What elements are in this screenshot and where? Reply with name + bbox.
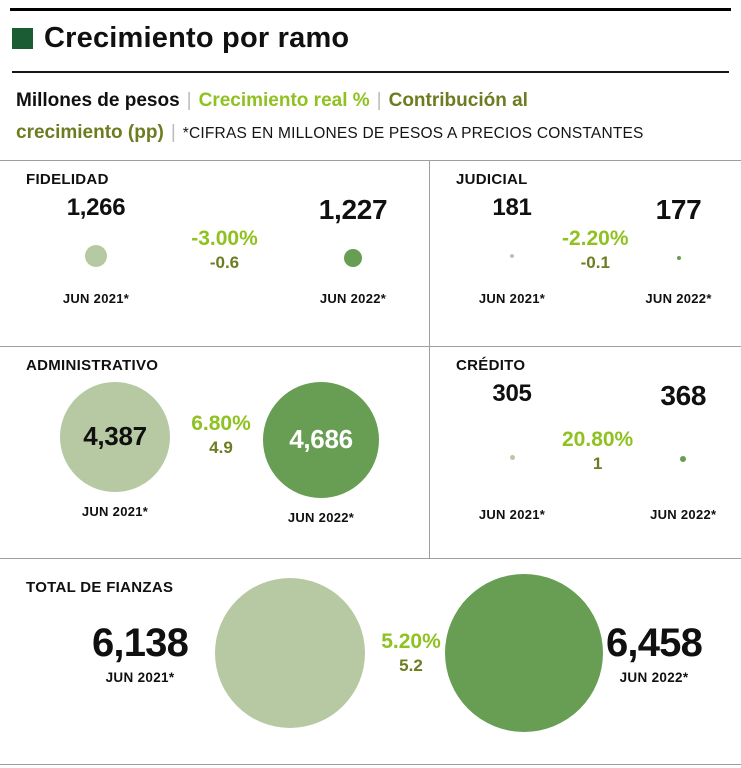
legend-line-2: crecimiento (pp) | *CIFRAS EN MILLONES DE … bbox=[16, 117, 727, 149]
administrativo-2021-group: 4,387 JUN 2021* bbox=[60, 381, 170, 519]
panel-judicial-body: 181 JUN 2021* -2.20% -0.1 177 JUN 2022* bbox=[456, 194, 719, 306]
administrativo-growth-percent: 6.80% bbox=[191, 411, 251, 435]
credito-2022-group: 368 JUN 2022* bbox=[633, 380, 733, 522]
total-contribution-pp: 5.2 bbox=[399, 655, 423, 675]
total-growth-group: 5.20% 5.2 bbox=[371, 630, 451, 676]
credito-growth-percent: 20.80% bbox=[562, 427, 634, 451]
page-title: Crecimiento por ramo bbox=[44, 22, 350, 54]
credito-value-2021: 305 bbox=[492, 379, 532, 407]
credito-bubble-2022 bbox=[680, 456, 687, 463]
panel-administrativo: ADMINISTRATIVO 4,387 JUN 2021* 6.80% 4.9… bbox=[0, 346, 430, 558]
legend-millones: Millones de pesos bbox=[16, 90, 180, 111]
fidelidad-value-2021: 1,266 bbox=[66, 193, 126, 221]
legend-line-1: Millones de pesos | Crecimiento real % | Con… bbox=[16, 85, 727, 117]
administrativo-2022-group: 4,686 JUN 2022* bbox=[263, 381, 379, 525]
fidelidad-contribution-pp: -0.6 bbox=[209, 252, 240, 272]
fidelidad-growth-group: -3.00% -0.6 bbox=[191, 194, 258, 306]
administrativo-growth-group: 6.80% 4.9 bbox=[181, 412, 261, 458]
total-growth-percent: 5.20% bbox=[381, 629, 441, 653]
administrativo-value-2021: 4,387 bbox=[83, 421, 147, 452]
credito-growth-group: 20.80% 1 bbox=[562, 380, 633, 522]
footer: FUENTE CNSF: CIFRAS AL CIERRE DE JUNIO D… bbox=[0, 765, 741, 768]
judicial-growth-group: -2.20% -0.1 bbox=[562, 194, 629, 306]
judicial-value-2022: 177 bbox=[655, 193, 702, 225]
total-2021-group: 6,138 JUN 2021* bbox=[65, 621, 215, 685]
panel-credito-title: CRÉDITO bbox=[456, 356, 526, 374]
panel-total-de-fianzas: TOTAL DE FIANZAS 6,138 JUN 2021* 5.20% 5… bbox=[0, 559, 741, 765]
judicial-bubble-2022 bbox=[676, 256, 681, 261]
total-value-2021: 6,138 bbox=[91, 620, 189, 665]
administrativo-label-2021: JUN 2021* bbox=[81, 503, 149, 519]
panel-total-body: 6,138 JUN 2021* 5.20% 5.2 6,458 JUN 2022… bbox=[20, 567, 721, 739]
header: Crecimiento por ramo bbox=[0, 0, 741, 63]
judicial-label-2022: JUN 2022* bbox=[645, 290, 712, 306]
row-1: FIDELIDAD 1,266 JUN 2021* -3.00% -0.6 1,… bbox=[0, 160, 741, 347]
judicial-2021-group: 181 JUN 2021* bbox=[462, 194, 562, 306]
legend-separator: | bbox=[170, 122, 176, 144]
credito-2021-group: 305 JUN 2021* bbox=[462, 380, 562, 522]
legend-separator: | bbox=[186, 90, 192, 111]
panel-credito-body: 305 JUN 2021* 20.80% 1 368 JUN 2022* bbox=[456, 380, 719, 522]
panel-fidelidad-body: 1,266 JUN 2021* -3.00% -0.6 1,227 JUN 20… bbox=[26, 194, 407, 306]
legend-note: *CIFRAS EN MILLONES DE PESOS A PRECIOS C… bbox=[182, 125, 644, 143]
panel-fidelidad-title: FIDELIDAD bbox=[26, 170, 109, 188]
fidelidad-2022-group: 1,227 JUN 2022* bbox=[303, 194, 403, 306]
administrativo-value-2022: 4,686 bbox=[289, 424, 353, 455]
total-2022-group: 6,458 JUN 2022* bbox=[589, 621, 719, 685]
credito-label-2022: JUN 2022* bbox=[650, 506, 717, 522]
administrativo-label-2022: JUN 2022* bbox=[287, 509, 355, 525]
credito-bubble-2021 bbox=[509, 454, 515, 460]
fidelidad-label-2022: JUN 2022* bbox=[319, 290, 387, 306]
judicial-contribution-pp: -0.1 bbox=[580, 252, 610, 272]
fidelidad-label-2021: JUN 2021* bbox=[62, 290, 130, 306]
panel-total-title: TOTAL DE FIANZAS bbox=[26, 578, 174, 596]
panel-credito: CRÉDITO 305 JUN 2021* 20.80% 1 368 JUN 2… bbox=[430, 347, 741, 558]
legend-crecimiento-real: Crecimiento real % bbox=[198, 90, 370, 111]
fidelidad-bubble-2022 bbox=[343, 249, 362, 268]
legend: Millones de pesos | Crecimiento real % | Con… bbox=[0, 73, 741, 154]
total-label-2021: JUN 2021* bbox=[105, 669, 175, 685]
legend-contribucion-part2: crecimiento (pp) bbox=[16, 122, 164, 144]
legend-divider bbox=[0, 159, 741, 161]
administrativo-bubble-2022: 4,686 bbox=[263, 381, 379, 498]
judicial-2022-group: 177 JUN 2022* bbox=[629, 194, 729, 306]
total-bubble-2022 bbox=[445, 573, 603, 732]
total-label-2022: JUN 2022* bbox=[619, 669, 689, 685]
row-2: ADMINISTRATIVO 4,387 JUN 2021* 6.80% 4.9… bbox=[0, 346, 741, 559]
judicial-value-2021: 181 bbox=[492, 193, 532, 221]
panel-fidelidad: FIDELIDAD 1,266 JUN 2021* -3.00% -0.6 1,… bbox=[0, 160, 430, 346]
legend-contribucion-part1: Contribución al bbox=[388, 90, 528, 111]
judicial-bubble-2021 bbox=[510, 254, 514, 259]
credito-contribution-pp: 1 bbox=[592, 453, 603, 473]
total-value-2022: 6,458 bbox=[605, 620, 703, 665]
panel-administrativo-title: ADMINISTRATIVO bbox=[26, 356, 159, 374]
total-bubble-2021 bbox=[215, 577, 365, 728]
panel-judicial-title: JUDICIAL bbox=[456, 170, 528, 188]
fidelidad-2021-group: 1,266 JUN 2021* bbox=[46, 194, 146, 306]
header-divider bbox=[12, 71, 729, 73]
credito-label-2021: JUN 2021* bbox=[478, 506, 546, 522]
legend-separator: | bbox=[376, 90, 382, 111]
top-rule bbox=[10, 8, 731, 11]
administrativo-contribution-pp: 4.9 bbox=[209, 437, 233, 457]
judicial-label-2021: JUN 2021* bbox=[478, 290, 546, 306]
judicial-growth-percent: -2.20% bbox=[562, 226, 629, 250]
credito-value-2022: 368 bbox=[660, 379, 707, 411]
fidelidad-growth-percent: -3.00% bbox=[191, 226, 258, 250]
fidelidad-value-2022: 1,227 bbox=[318, 193, 388, 225]
fidelidad-bubble-2021 bbox=[85, 245, 107, 268]
panel-judicial: JUDICIAL 181 JUN 2021* -2.20% -0.1 177 J… bbox=[430, 161, 741, 346]
title-bullet-icon bbox=[12, 28, 33, 49]
panel-administrativo-body: 4,387 JUN 2021* 6.80% 4.9 4,686 JUN 2022… bbox=[26, 381, 407, 525]
administrativo-bubble-2021: 4,387 bbox=[60, 381, 170, 492]
